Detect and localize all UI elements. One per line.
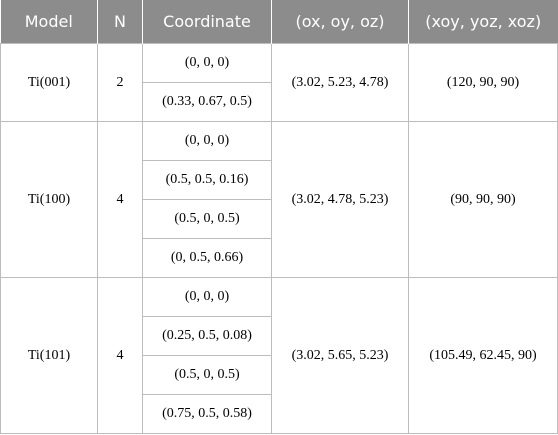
lattice-cell: (3.02, 5.65, 5.23) xyxy=(271,277,409,434)
n-cell: 4 xyxy=(97,121,143,278)
angles-cell: (120, 90, 90) xyxy=(408,43,558,122)
table-row: (0.75, 0.5, 0.58) xyxy=(1,394,558,434)
table-row: Ti(001) 2 (0, 0, 0) (3.02, 5.23, 4.78) (… xyxy=(0,43,558,122)
header-coordinate: Coordinate xyxy=(142,0,272,44)
table-row: Ti(101) 4 (0, 0, 0) (3.02, 5.65, 5.23) (… xyxy=(0,277,558,434)
coordinate-cell: (0.25, 0.5, 0.08) xyxy=(142,316,272,356)
model-cell: Ti(100) xyxy=(0,121,98,278)
header-angles: (xoy, yoz, xoz) xyxy=(408,0,558,44)
coordinate-cell: (0.5, 0.5, 0.16) xyxy=(142,160,272,200)
header-model: Model xyxy=(0,0,98,44)
angles-cell: (90, 90, 90) xyxy=(408,121,558,278)
model-cell: Ti(101) xyxy=(0,277,98,434)
header-n: N xyxy=(97,0,143,44)
lattice-cell: (3.02, 4.78, 5.23) xyxy=(271,121,409,278)
table-row: Ti(100) 4 (0, 0, 0) (3.02, 4.78, 5.23) (… xyxy=(0,121,558,278)
n-cell: 4 xyxy=(97,277,143,434)
coordinate-cell: (0, 0, 0) xyxy=(142,43,272,83)
coordinate-cell: (0, 0.5, 0.66) xyxy=(142,238,272,278)
coordinate-cell: (0.75, 0.5, 0.58) xyxy=(142,394,272,434)
table-row: (0.5, 0.5, 0.16) xyxy=(1,160,558,200)
table-row: (0.25, 0.5, 0.08) xyxy=(1,316,558,356)
coordinate-cell: (0, 0, 0) xyxy=(142,121,272,161)
table-row: (0.33, 0.67, 0.5) xyxy=(1,82,558,122)
coordinate-cell: (0.33, 0.67, 0.5) xyxy=(142,82,272,122)
model-cell: Ti(001) xyxy=(0,43,98,122)
table-row: (0.5, 0, 0.5) xyxy=(1,355,558,395)
n-cell: 2 xyxy=(97,43,143,122)
coordinate-cell: (0.5, 0, 0.5) xyxy=(142,199,272,239)
coordinate-cell: (0, 0, 0) xyxy=(142,277,272,317)
table-row: (0, 0.5, 0.66) xyxy=(1,238,558,278)
angles-cell: (105.49, 62.45, 90) xyxy=(408,277,558,434)
coordinate-cell: (0.5, 0, 0.5) xyxy=(142,355,272,395)
lattice-cell: (3.02, 5.23, 4.78) xyxy=(271,43,409,122)
header-row: Model N Coordinate (ox, oy, oz) (xoy, yo… xyxy=(0,0,558,44)
header-lattice: (ox, oy, oz) xyxy=(271,0,409,44)
